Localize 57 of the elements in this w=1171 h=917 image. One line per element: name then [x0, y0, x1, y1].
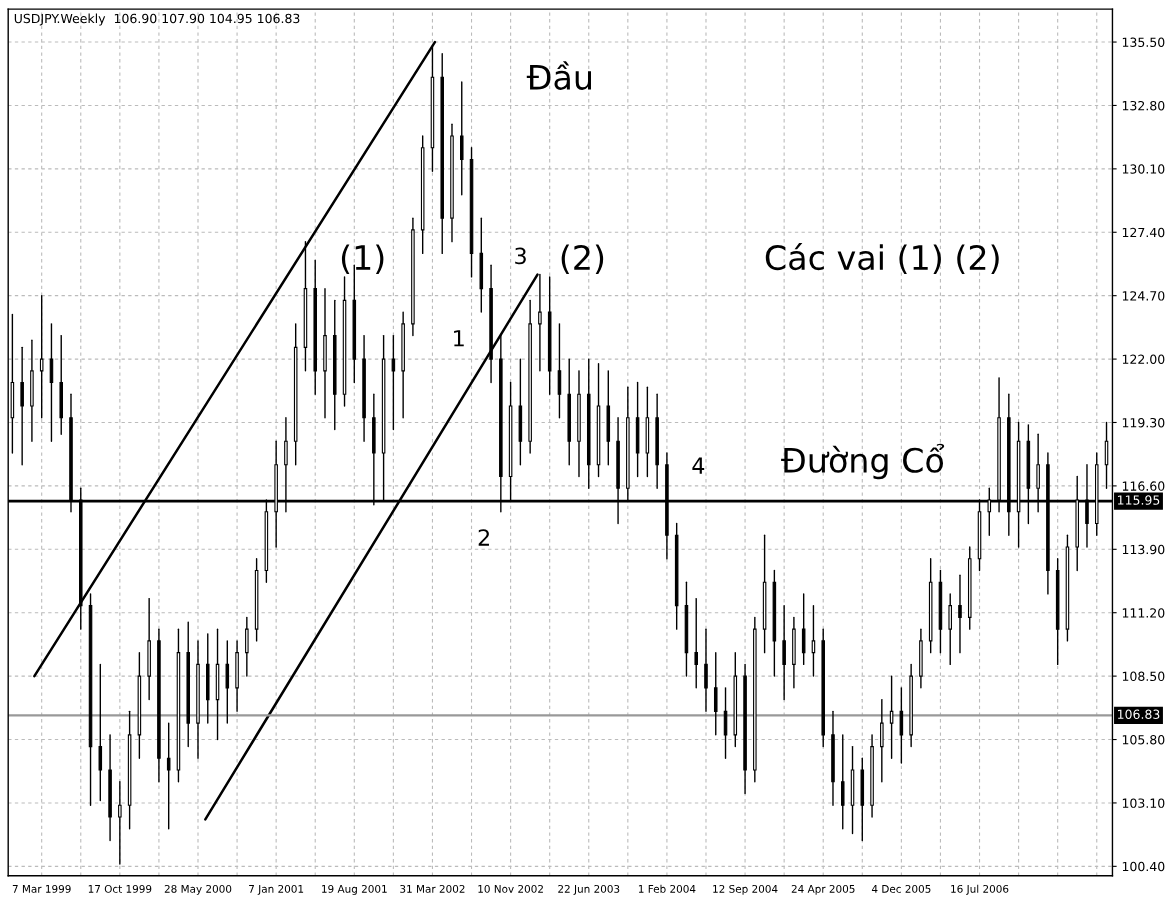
- x-tick-label: 19 Aug 2001: [322, 884, 387, 895]
- x-tick-label: 10 Nov 2002: [478, 884, 543, 893]
- y-tick-label: 132.80: [1122, 100, 1165, 111]
- candlestick: [958, 574, 962, 654]
- candlestick: [459, 81, 464, 196]
- candlestick: [98, 663, 103, 802]
- annotation: (1): [341, 244, 384, 275]
- x-tick-label: 7 Jan 2001: [249, 884, 304, 895]
- y-tick-label: 124.70: [1122, 291, 1165, 301]
- y-tick-label: 113.90: [1122, 544, 1165, 555]
- candlestick: [704, 628, 708, 713]
- candlestick: [782, 604, 786, 701]
- candlestick: [20, 346, 24, 466]
- y-tick-label: 108.50: [1122, 671, 1165, 682]
- x-tick-label: 12 Sep 2004: [713, 884, 778, 895]
- chart-title: USDJPY.Weekly 106.90 107.90 104.95 106.83: [14, 13, 300, 26]
- y-tick-label: 127.40: [1122, 227, 1165, 238]
- candlestick: [245, 616, 249, 677]
- x-tick-label: 24 Apr 2005: [791, 884, 855, 895]
- candlestick: [801, 593, 806, 666]
- ref-line-label: 106.83: [1117, 709, 1160, 719]
- annotation: (2): [561, 244, 604, 275]
- candlestick: [166, 722, 171, 830]
- y-tick-label: 105.80: [1122, 735, 1165, 745]
- candlestick: [880, 698, 884, 783]
- annotation: Các vai (1) (2): [765, 243, 999, 275]
- candlestick: [713, 651, 718, 736]
- annotation: Đường Cổ: [781, 443, 945, 480]
- x-tick-label: 7 Mar 1999: [12, 884, 71, 893]
- candlestick: [899, 687, 904, 764]
- annotation: 2: [478, 529, 489, 546]
- y-tick-label: 122.00: [1122, 354, 1165, 365]
- y-tick-label: 135.50: [1122, 37, 1165, 47]
- ref-line-label: 115.95: [1117, 495, 1160, 505]
- annotation: 3: [515, 247, 526, 265]
- y-tick-label: 119.30: [1122, 417, 1165, 428]
- candlestick: [694, 597, 698, 689]
- x-tick-label: 17 Oct 1999: [88, 884, 152, 893]
- x-tick-label: 1 Feb 2004: [638, 884, 696, 893]
- x-tick-label: 16 Jul 2006: [951, 884, 1009, 895]
- x-tick-label: 31 Mar 2002: [400, 884, 465, 893]
- candlestick: [39, 294, 44, 419]
- y-tick-label: 100.40: [1122, 861, 1165, 872]
- y-tick-label: 116.60: [1122, 481, 1165, 491]
- x-tick-label: 28 May 2000: [164, 884, 232, 895]
- candlestick: [948, 593, 952, 666]
- annotation: 1: [454, 330, 464, 347]
- x-tick-label: 22 Jun 2003: [558, 884, 620, 895]
- candlestick: [118, 781, 122, 865]
- candlestick: [840, 734, 845, 830]
- y-tick-label: 111.20: [1122, 608, 1165, 618]
- candlestick: [225, 640, 230, 724]
- y-tick-label: 103.10: [1122, 798, 1165, 808]
- x-tick-label: 4 Dec 2005: [871, 884, 931, 893]
- annotation: 4: [692, 457, 705, 474]
- y-tick-label: 130.10: [1122, 164, 1165, 174]
- annotation: Đầu: [526, 61, 591, 90]
